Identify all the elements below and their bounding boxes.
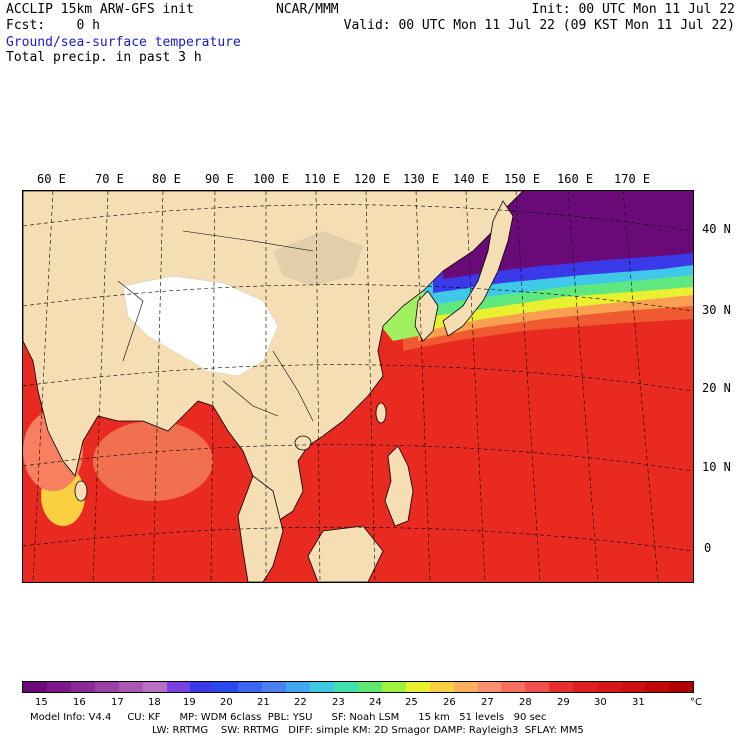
lon-label: 110 E	[304, 172, 341, 186]
lon-label: 120 E	[354, 172, 391, 186]
mongolian-highland	[273, 231, 363, 286]
colorbar-swatch	[286, 682, 311, 692]
header-init-time: Init: 00 UTC Mon 11 Jul 22	[531, 2, 736, 17]
hainan	[294, 435, 312, 451]
lon-label: 70 E	[95, 172, 124, 186]
lat-label: 20 N	[702, 381, 731, 395]
colorbar-swatch	[94, 682, 119, 692]
colorbar-tick: 26	[443, 697, 456, 708]
colorbar-tick: 17	[111, 697, 124, 708]
colorbar-tick: 25	[405, 697, 418, 708]
colorbar-swatch	[573, 682, 598, 692]
graticule	[23, 191, 693, 582]
header-agency: NCAR/MMM	[276, 2, 339, 17]
lon-label: 160 E	[557, 172, 594, 186]
colorbar-tick: 28	[519, 697, 532, 708]
colorbar-swatch	[238, 682, 263, 692]
colorbar-swatch	[118, 682, 143, 692]
field-label-precip: Total precip. in past 3 h	[6, 50, 202, 65]
tibetan-plateau	[122, 275, 279, 377]
temperature-colorbar	[22, 681, 694, 693]
field-label-temperature: Ground/sea-surface temperature	[6, 35, 241, 50]
country-borders	[117, 230, 314, 422]
colorbar-swatch	[405, 682, 430, 692]
colorbar-tick: 16	[73, 697, 86, 708]
colorbar-tick: 31	[632, 697, 645, 708]
colorbar-swatch	[477, 682, 502, 692]
lon-label: 60 E	[37, 172, 66, 186]
lat-label: 0	[704, 541, 712, 555]
malay-peninsula	[237, 475, 284, 582]
colorbar-swatch	[310, 682, 334, 692]
colorbar-tick: 29	[557, 697, 570, 708]
colorbar-tick: 19	[183, 697, 196, 708]
lon-label: 100 E	[253, 172, 290, 186]
lat-label: 10 N	[702, 460, 731, 474]
colorbar-tick: 30	[594, 697, 607, 708]
colorbar-tick: 23	[332, 697, 345, 708]
colorbar-swatch	[525, 682, 550, 692]
colorbar-tick: 21	[257, 697, 270, 708]
lat-label: 40 N	[702, 222, 731, 236]
lon-label: 80 E	[152, 172, 181, 186]
colorbar-swatch	[142, 682, 167, 692]
colorbar-swatch	[381, 682, 406, 692]
lon-label: 140 E	[453, 172, 490, 186]
colorbar-swatch	[644, 682, 669, 692]
colorbar-swatch	[46, 682, 71, 692]
lat-label: 30 N	[702, 303, 731, 317]
colorbar-swatch	[166, 682, 191, 692]
header-title: ACCLIP 15km ARW-GFS init	[6, 2, 194, 17]
colorbar-swatch	[597, 682, 622, 692]
colorbar-swatch	[549, 682, 574, 692]
colorbar-swatch	[429, 682, 454, 692]
header-forecast-hour: Fcst: 0 h	[6, 18, 100, 33]
philippines	[384, 445, 414, 527]
header-valid-time: Valid: 00 UTC Mon 11 Jul 22 (09 KST Mon …	[343, 18, 735, 33]
colorbar-swatch	[453, 682, 478, 692]
colorbar-tick: 15	[35, 697, 48, 708]
colorbar-swatch	[70, 682, 95, 692]
model-info-line2: LW: RRTMG SW: RRTMG DIFF: simple KM: 2D …	[152, 725, 584, 736]
colorbar-swatch	[23, 682, 47, 692]
colorbar-swatch	[262, 682, 287, 692]
lon-label: 90 E	[205, 172, 234, 186]
colorbar-unit: °C	[690, 697, 702, 708]
temperature-map	[22, 190, 694, 583]
colorbar-tick: 24	[369, 697, 382, 708]
colorbar-swatch	[333, 682, 358, 692]
borneo	[307, 525, 384, 582]
colorbar-tick: 27	[481, 697, 494, 708]
colorbar-tick: 18	[148, 697, 161, 708]
bay-of-bengal-patch	[93, 421, 213, 501]
korean-peninsula	[414, 290, 439, 342]
lon-label: 130 E	[403, 172, 440, 186]
japan-islands	[442, 200, 514, 337]
colorbar-swatch	[668, 682, 693, 692]
colorbar-tick: 22	[294, 697, 307, 708]
colorbar-tick: 20	[220, 697, 233, 708]
model-info-line1: Model Info: V4.4 CU: KF MP: WDM 6class P…	[30, 712, 547, 723]
sri-lanka	[74, 480, 88, 502]
colorbar-swatch	[357, 682, 382, 692]
colorbar-swatch	[214, 682, 239, 692]
taiwan	[375, 402, 387, 424]
lon-label: 150 E	[504, 172, 541, 186]
lon-label: 170 E	[614, 172, 651, 186]
colorbar-swatch	[501, 682, 526, 692]
colorbar-swatch	[190, 682, 215, 692]
colorbar-swatch	[621, 682, 645, 692]
